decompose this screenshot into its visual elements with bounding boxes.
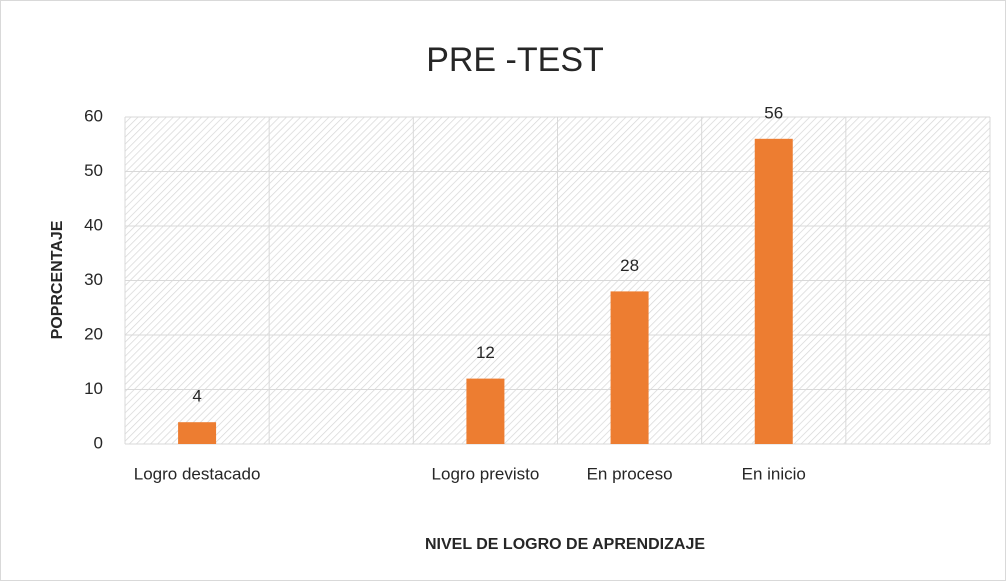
x-tick-label: En proceso bbox=[587, 464, 673, 483]
x-tick-label: En inicio bbox=[742, 464, 806, 483]
data-label: 28 bbox=[620, 256, 639, 275]
bar bbox=[466, 378, 505, 444]
data-label: 12 bbox=[476, 343, 495, 362]
y-tick-label: 20 bbox=[84, 324, 103, 343]
x-axis-label: NIVEL DE LOGRO DE APRENDIZAJE bbox=[425, 536, 705, 553]
x-tick-label: Logro destacado bbox=[134, 464, 261, 483]
y-axis-label: POPRCENTAJE bbox=[49, 220, 66, 339]
bar bbox=[178, 422, 217, 444]
bar bbox=[610, 291, 649, 444]
y-tick-label: 30 bbox=[84, 270, 103, 289]
data-label: 56 bbox=[764, 103, 783, 122]
y-tick-label: 10 bbox=[84, 379, 103, 398]
y-tick-label: 60 bbox=[84, 106, 103, 125]
y-tick-label: 0 bbox=[94, 433, 103, 452]
y-tick-label: 50 bbox=[84, 161, 103, 180]
bar bbox=[754, 138, 793, 445]
chart-title: PRE -TEST bbox=[426, 41, 604, 79]
data-label: 4 bbox=[192, 387, 201, 406]
y-tick-label: 40 bbox=[84, 215, 103, 234]
x-tick-label: Logro previsto bbox=[432, 464, 540, 483]
